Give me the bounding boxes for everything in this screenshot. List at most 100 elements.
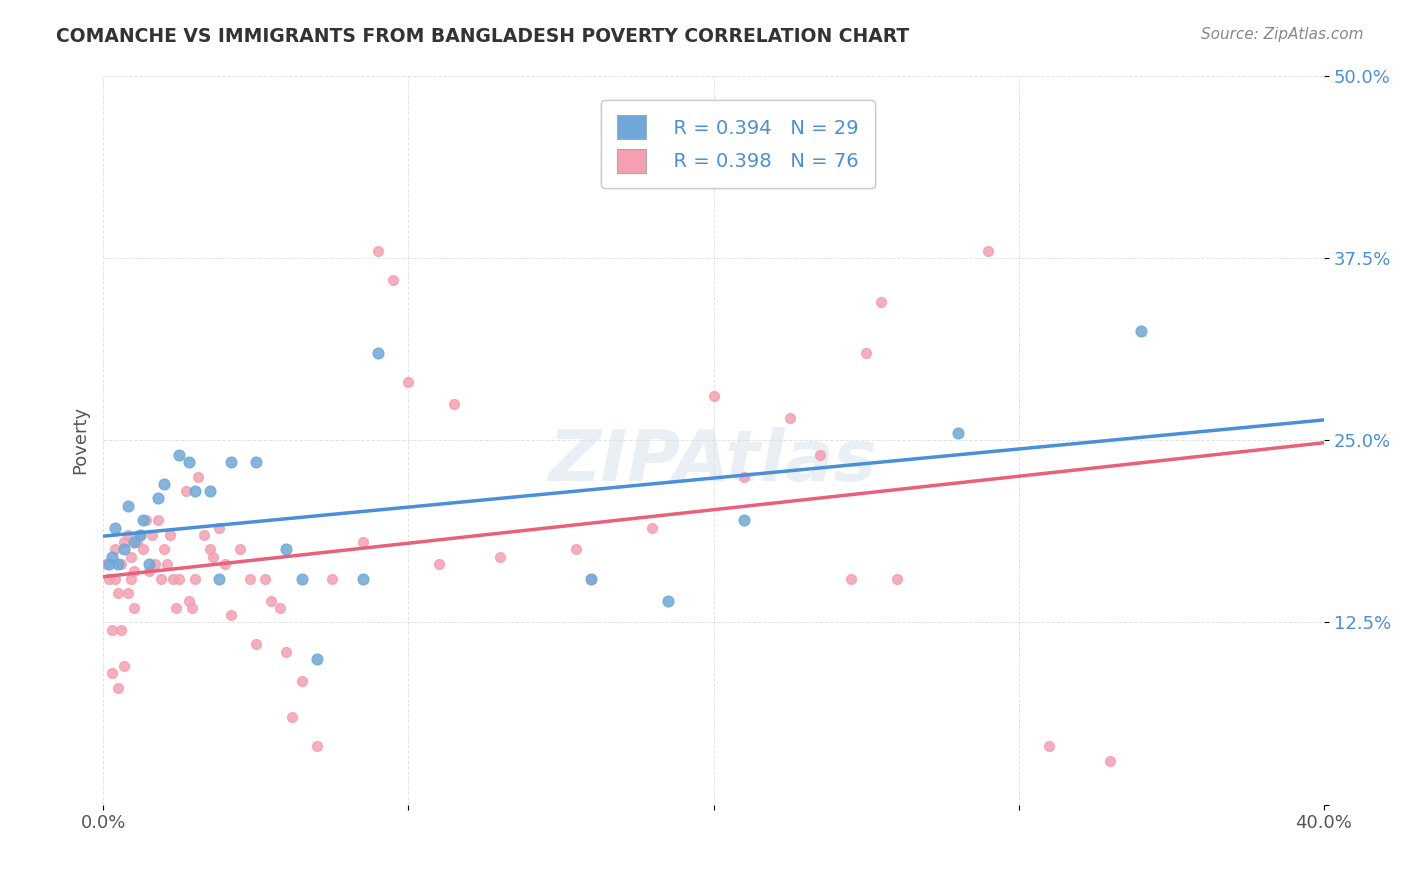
Point (581, 572, 603, 586)
Point (104, 520, 127, 534)
Point (565, 542, 588, 557)
Point (117, 499, 139, 513)
Point (107, 586, 129, 600)
Point (276, 542, 298, 557)
Point (641, 520, 664, 534)
Point (367, 345, 389, 359)
Point (150, 572, 173, 586)
Point (177, 455, 200, 469)
Point (839, 572, 862, 586)
Point (427, 557, 450, 571)
Point (245, 455, 267, 469)
Y-axis label: Poverty: Poverty (72, 406, 89, 475)
Point (1129, 324, 1152, 338)
Point (198, 542, 221, 557)
Point (870, 294, 893, 309)
Point (201, 549, 224, 564)
Point (165, 600, 187, 615)
Point (132, 542, 155, 557)
Point (779, 411, 801, 425)
Point (169, 572, 191, 586)
Point (239, 572, 262, 586)
Point (229, 542, 252, 557)
Point (104, 572, 127, 586)
Point (125, 535, 148, 549)
Point (146, 491, 169, 506)
Point (153, 476, 176, 491)
Point (581, 572, 603, 586)
Point (290, 572, 312, 586)
Point (352, 535, 374, 549)
Point (174, 484, 197, 499)
Point (269, 600, 291, 615)
Point (305, 739, 328, 754)
Point (180, 600, 202, 615)
Point (977, 244, 1000, 258)
Point (98, 572, 121, 586)
Text: Source: ZipAtlas.com: Source: ZipAtlas.com (1201, 27, 1364, 42)
Point (886, 572, 908, 586)
Point (117, 586, 139, 600)
Point (143, 557, 166, 571)
Point (122, 600, 145, 615)
Text: ZIPAtlas: ZIPAtlas (550, 427, 877, 497)
Point (657, 593, 679, 607)
Point (290, 673, 312, 688)
Point (146, 513, 169, 527)
Point (489, 549, 512, 564)
Point (305, 652, 328, 666)
Point (122, 535, 145, 549)
Point (162, 572, 184, 586)
Point (117, 528, 139, 542)
Legend:   R = 0.394   N = 29,   R = 0.398   N = 76: R = 0.394 N = 29, R = 0.398 N = 76 (602, 100, 875, 188)
Point (208, 572, 231, 586)
Point (260, 593, 283, 607)
Point (101, 666, 124, 681)
Point (159, 528, 181, 542)
Point (96, 557, 118, 571)
Point (193, 528, 215, 542)
Point (221, 455, 243, 469)
Point (114, 659, 136, 673)
Point (367, 244, 389, 258)
Point (138, 557, 160, 571)
Point (183, 572, 205, 586)
Point (733, 513, 755, 527)
Point (382, 273, 405, 287)
Point (352, 572, 374, 586)
Point (104, 542, 127, 557)
Point (702, 389, 724, 403)
Point (198, 484, 221, 499)
Point (107, 681, 129, 695)
Point (221, 608, 243, 623)
Point (138, 565, 160, 579)
Point (110, 623, 132, 637)
Point (128, 528, 150, 542)
Point (1038, 739, 1060, 754)
Point (114, 542, 136, 557)
Point (120, 549, 142, 564)
Point (733, 469, 755, 483)
Point (1099, 754, 1122, 768)
Point (141, 528, 163, 542)
Point (156, 557, 179, 571)
Point (321, 572, 343, 586)
Point (187, 469, 209, 483)
Point (855, 345, 877, 359)
Point (183, 484, 205, 499)
Point (122, 565, 145, 579)
Point (101, 623, 124, 637)
Point (110, 557, 132, 571)
Point (120, 572, 142, 586)
Point (153, 542, 176, 557)
Point (107, 557, 129, 571)
Point (98, 557, 121, 571)
Point (245, 637, 267, 651)
Point (808, 448, 831, 462)
Point (214, 557, 236, 571)
Point (396, 375, 419, 389)
Point (281, 710, 304, 724)
Text: COMANCHE VS IMMIGRANTS FROM BANGLADESH POVERTY CORRELATION CHART: COMANCHE VS IMMIGRANTS FROM BANGLADESH P… (56, 27, 910, 45)
Point (946, 425, 969, 440)
Point (253, 572, 276, 586)
